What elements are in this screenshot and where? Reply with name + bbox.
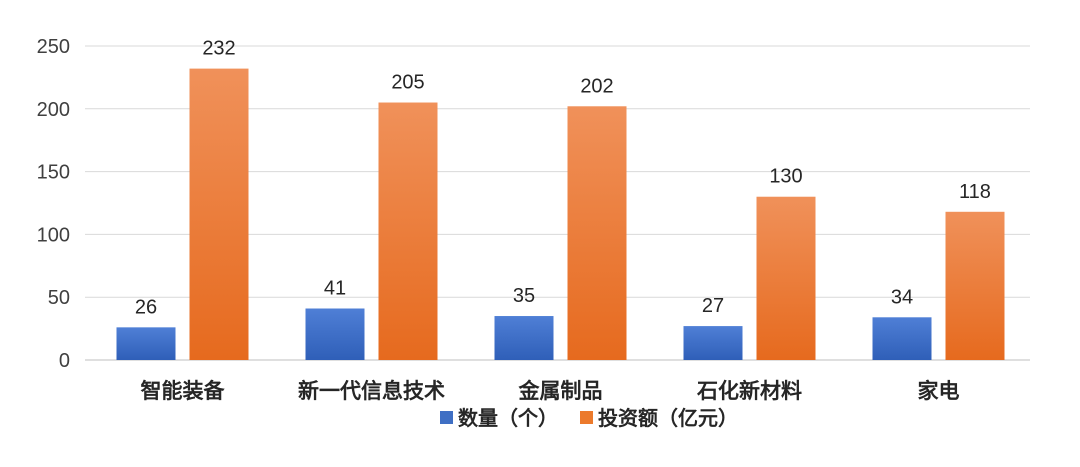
data-label: 202 [580, 75, 613, 97]
data-label: 205 [391, 72, 424, 94]
bar-count [116, 327, 176, 360]
data-label: 27 [702, 295, 724, 317]
bar-investment [567, 106, 627, 361]
data-label: 118 [959, 181, 991, 203]
bars [116, 68, 1005, 361]
x-tick-label: 金属制品 [518, 379, 603, 403]
bar-investment [945, 211, 1005, 360]
data-label: 41 [324, 278, 346, 300]
bar-count [872, 317, 932, 360]
bar-count [683, 326, 743, 360]
legend-label: 数量（个） [458, 406, 558, 430]
bar-investment [378, 102, 438, 361]
legend-swatch [580, 411, 593, 424]
y-axis-ticks: 0 50 100 150 200 250 [37, 36, 70, 372]
x-tick-label: 智能装备 [141, 379, 226, 403]
legend-swatch [440, 411, 453, 424]
bar-count [494, 316, 554, 360]
data-label: 35 [513, 285, 535, 307]
legend-label: 投资额（亿元） [598, 406, 738, 430]
data-label: 26 [135, 296, 157, 318]
bar-investment [756, 196, 816, 360]
legend: 数量（个） 投资额（亿元） [440, 406, 738, 430]
y-tick-label: 100 [37, 224, 70, 246]
x-tick-label: 家电 [918, 379, 960, 403]
y-tick-label: 200 [37, 99, 70, 121]
bar-investment [189, 68, 249, 360]
x-tick-label: 石化新材料 [696, 379, 802, 403]
data-labels: 26 232 41 205 35 202 27 130 34 118 [135, 38, 991, 319]
x-tick-label: 新一代信息技术 [298, 379, 445, 403]
data-label: 130 [769, 166, 802, 188]
y-tick-label: 150 [37, 162, 70, 184]
x-axis-labels: 智能装备 新一代信息技术 金属制品 石化新材料 家电 [141, 379, 960, 403]
data-label: 34 [891, 286, 913, 308]
data-label: 232 [202, 38, 235, 60]
y-tick-label: 50 [48, 287, 70, 309]
y-tick-label: 0 [59, 350, 70, 372]
y-tick-label: 250 [37, 36, 70, 58]
bar-count [305, 308, 365, 360]
